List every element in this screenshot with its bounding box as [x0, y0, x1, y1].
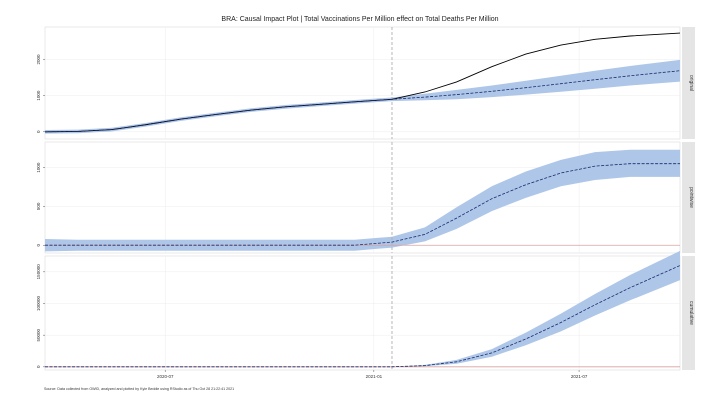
- chart-title: BRA: Causal Impact Plot | Total Vaccinat…: [221, 16, 498, 23]
- predicted-line: [45, 265, 681, 368]
- x-tick-label: 2021-07: [571, 374, 588, 379]
- y-tick-label: 100000: [36, 296, 41, 312]
- y-tick-label: 1000: [36, 90, 41, 101]
- panel-cumulative: 0 50000 100000 150000 cumulative: [36, 250, 695, 371]
- panels: 0 1000 2000 original 0 500 1000 pointwise 0 50000…: [36, 26, 695, 371]
- y-tick-label: 2000: [36, 54, 41, 65]
- confidence-band: [45, 149, 680, 252]
- panel-strip-label: pointwise: [688, 187, 694, 208]
- chart-caption: Source: Data collected from OWID, analyz…: [44, 387, 234, 391]
- panel-pointwise: 0 500 1000 pointwise: [36, 141, 695, 254]
- panel-strip: [682, 256, 695, 370]
- x-axis: 2020-07 2021-01 2021-07: [157, 370, 588, 379]
- panel-strip-label: original: [688, 75, 694, 91]
- panel-strip: [682, 27, 695, 139]
- y-tick-label: 50000: [36, 328, 41, 341]
- panel-original: 0 1000 2000 original: [36, 26, 695, 140]
- predicted-line: [44, 70, 681, 133]
- x-tick-label: 2020-07: [157, 374, 174, 379]
- y-tick-label: 0: [36, 365, 41, 368]
- y-tick-label: 1000: [36, 162, 41, 173]
- panel-strip-label: cumulative: [688, 301, 694, 325]
- y-tick-label: 0: [36, 243, 41, 246]
- confidence-band: [45, 250, 680, 367]
- y-tick-label: 500: [36, 202, 41, 210]
- y-tick-label: 0: [36, 130, 41, 133]
- x-tick-label: 2021-01: [366, 374, 383, 379]
- confidence-band: [45, 59, 680, 134]
- panel-strip: [682, 142, 695, 253]
- y-tick-label: 150000: [36, 264, 41, 280]
